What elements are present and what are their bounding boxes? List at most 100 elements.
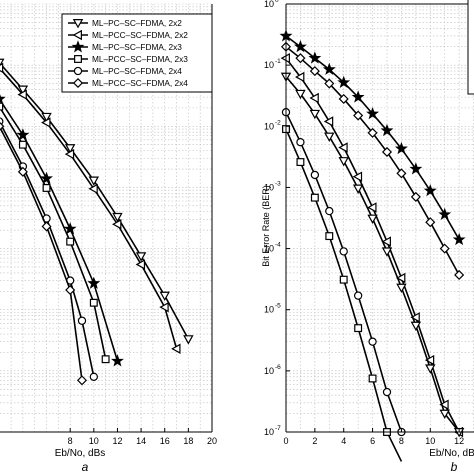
legend-marker bbox=[72, 29, 82, 41]
panel-b-legend-box bbox=[467, 0, 474, 95]
legend-entry-label: ML–PCC–SC–FDMA, 2x4 bbox=[92, 78, 188, 88]
data-point-marker bbox=[410, 312, 420, 323]
data-point-marker bbox=[423, 184, 437, 197]
data-point-marker bbox=[381, 236, 391, 247]
data-point-marker bbox=[65, 284, 76, 296]
data-point-marker bbox=[294, 71, 305, 83]
panel-b-grid bbox=[285, 3, 474, 433]
data-point-marker bbox=[323, 116, 334, 127]
x-tick-label: 2 bbox=[312, 436, 317, 446]
x-tick-label: 14 bbox=[136, 436, 146, 446]
x-tick-label: 20 bbox=[207, 436, 217, 446]
data-point-marker bbox=[338, 93, 349, 104]
data-point-marker bbox=[439, 409, 450, 420]
data-point-marker bbox=[0, 121, 5, 131]
panel-a-x-axis-label: Eb/No, dBs bbox=[55, 448, 106, 459]
data-point-marker bbox=[89, 372, 98, 381]
x-tick-label: 4 bbox=[341, 436, 346, 446]
data-point-marker bbox=[324, 132, 335, 142]
data-point-marker bbox=[296, 158, 305, 167]
data-point-marker bbox=[310, 193, 319, 202]
data-point-marker bbox=[454, 269, 465, 281]
y-tick-exponent: -1 bbox=[275, 58, 281, 65]
x-tick-label: 6 bbox=[370, 436, 375, 446]
data-point-marker bbox=[351, 90, 365, 103]
data-point-marker bbox=[325, 206, 334, 216]
data-point-marker bbox=[42, 184, 51, 192]
y-tick-exponent: -3 bbox=[275, 180, 281, 187]
data-point-marker bbox=[452, 232, 466, 246]
data-point-marker bbox=[354, 324, 363, 333]
data-point-marker bbox=[409, 162, 423, 175]
data-point-marker bbox=[396, 283, 407, 294]
data-point-marker bbox=[425, 217, 436, 228]
data-point-marker bbox=[41, 221, 52, 232]
panel-a-legend-box bbox=[61, 13, 213, 93]
data-point-marker bbox=[18, 140, 27, 149]
legend-entry-label: ML–PCC–SC–FDMA, 2x3 bbox=[92, 54, 188, 64]
data-point-marker bbox=[410, 191, 421, 202]
legend-marker bbox=[74, 55, 82, 63]
y-tick-label: 10 bbox=[264, 305, 274, 315]
data-point-marker bbox=[410, 321, 422, 332]
y-tick-label: 10 bbox=[264, 121, 274, 131]
data-point-marker bbox=[0, 94, 6, 105]
y-tick-exponent: -5 bbox=[275, 303, 281, 310]
data-point-marker bbox=[88, 183, 98, 195]
data-point-marker bbox=[352, 171, 363, 182]
data-point-marker bbox=[367, 214, 378, 224]
data-point-marker bbox=[309, 109, 321, 120]
data-point-marker bbox=[76, 375, 88, 386]
x-tick-label: 8 bbox=[399, 436, 404, 446]
y-tick-exponent: -4 bbox=[275, 242, 281, 249]
x-tick-label: 10 bbox=[89, 436, 99, 446]
data-point-marker bbox=[0, 102, 4, 111]
y-tick-label: 10 bbox=[264, 182, 274, 192]
legend-marker bbox=[72, 77, 84, 89]
data-point-marker bbox=[159, 301, 169, 313]
data-point-marker bbox=[88, 176, 100, 186]
data-point-marker bbox=[171, 343, 181, 354]
data-point-marker bbox=[0, 58, 5, 67]
data-point-marker bbox=[63, 222, 77, 235]
data-point-marker bbox=[382, 387, 392, 397]
y-tick-exponent: -2 bbox=[275, 119, 281, 126]
data-point-marker bbox=[310, 170, 320, 180]
data-point-marker bbox=[439, 399, 449, 410]
data-point-marker bbox=[394, 141, 408, 155]
data-point-marker bbox=[295, 89, 306, 100]
data-point-marker bbox=[111, 354, 124, 367]
data-point-marker bbox=[64, 148, 75, 160]
data-point-marker bbox=[339, 247, 348, 256]
data-point-marker bbox=[324, 78, 335, 89]
data-point-marker bbox=[353, 291, 363, 300]
data-point-marker bbox=[380, 123, 394, 137]
data-point-marker bbox=[322, 62, 336, 75]
data-point-marker bbox=[293, 39, 307, 53]
data-point-marker bbox=[368, 374, 377, 383]
data-point-marker bbox=[368, 337, 377, 346]
data-point-marker bbox=[0, 62, 4, 74]
data-point-marker bbox=[41, 117, 51, 128]
panel-b-x-axis-label: Eb/No, dB bbox=[429, 448, 474, 459]
data-point-marker bbox=[425, 364, 436, 374]
data-point-marker bbox=[439, 243, 450, 254]
data-point-marker bbox=[308, 51, 322, 64]
legend-marker bbox=[72, 19, 84, 29]
data-point-marker bbox=[339, 275, 348, 284]
panel-b-y-axis-label: Bit Error Rate (BER) bbox=[261, 185, 271, 267]
data-point-marker bbox=[381, 146, 393, 158]
data-point-marker bbox=[352, 184, 364, 194]
data-point-marker bbox=[309, 66, 320, 77]
data-point-marker bbox=[296, 137, 305, 147]
y-tick-label: 10 bbox=[264, 60, 274, 70]
data-point-marker bbox=[66, 237, 75, 246]
y-tick-label: 10 bbox=[264, 244, 274, 254]
x-tick-label: 12 bbox=[454, 436, 464, 446]
data-point-marker bbox=[41, 112, 52, 123]
legend-entry-label: ML–PC–SC–FDMA, 2x2 bbox=[92, 18, 182, 28]
data-point-marker bbox=[101, 355, 110, 364]
data-point-marker bbox=[64, 144, 76, 154]
data-point-marker bbox=[338, 142, 348, 153]
series-line bbox=[0, 125, 83, 381]
